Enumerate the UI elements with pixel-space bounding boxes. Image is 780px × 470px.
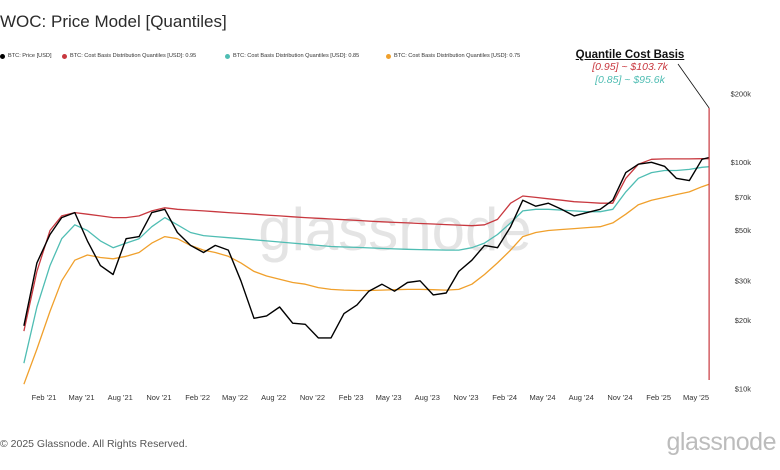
x-tick-label: Feb '23 <box>339 393 364 402</box>
x-tick-label: Nov '23 <box>453 393 478 402</box>
annotation-title: Quantile Cost Basis <box>575 49 685 61</box>
legend-item-q75[interactable]: BTC: Cost Basis Distribution Quantiles [… <box>386 53 520 59</box>
x-tick-label: May '25 <box>683 393 709 402</box>
x-tick-label: May '24 <box>530 393 556 402</box>
y-tick-label: $70k <box>735 193 752 202</box>
legend-swatch-price <box>0 53 5 59</box>
legend-item-q95[interactable]: BTC: Cost Basis Distribution Quantiles [… <box>62 53 196 59</box>
annotation-marker <box>677 63 710 380</box>
chart-watermark: glassnode <box>258 196 532 263</box>
y-tick-label: $200k <box>731 90 752 99</box>
legend-swatch-q95 <box>62 53 67 59</box>
copyright: © 2025 Glassnode. All Rights Reserved. <box>0 438 188 450</box>
series-layer <box>23 156 710 385</box>
legend-item-price[interactable]: BTC: Price [USD] <box>0 53 52 59</box>
y-axis: $200k $100k $70k $50k $30k $20k $10k <box>731 90 752 394</box>
legend-label-q85: BTC: Cost Basis Distribution Quantiles [… <box>233 53 360 59</box>
y-tick-label: $20k <box>735 316 752 325</box>
legend: BTC: Price [USD] BTC: Cost Basis Distrib… <box>0 53 560 65</box>
chart-title: WOC: Price Model [Quantiles] <box>0 12 227 31</box>
x-tick-label: Nov '24 <box>607 393 632 402</box>
annotation-leader-line <box>677 63 710 109</box>
legend-swatch-q75 <box>386 53 391 59</box>
x-tick-label: Aug '22 <box>261 393 286 402</box>
y-tick-label: $50k <box>735 226 752 235</box>
series-line-q95 <box>23 158 710 332</box>
legend-label-q75: BTC: Cost Basis Distribution Quantiles [… <box>394 53 521 59</box>
x-tick-label: May '22 <box>222 393 248 402</box>
legend-swatch-q85 <box>225 53 230 59</box>
quantile-annotation: Quantile Cost Basis [0.95] ~ $103.7k [0.… <box>560 49 700 87</box>
x-tick-label: Feb '24 <box>492 393 517 402</box>
legend-label-q95: BTC: Cost Basis Distribution Quantiles [… <box>70 53 197 59</box>
legend-label-price: BTC: Price [USD] <box>8 53 52 59</box>
x-tick-label: Aug '24 <box>569 393 594 402</box>
x-tick-label: Nov '22 <box>300 393 325 402</box>
y-tick-label: $100k <box>731 158 752 167</box>
x-tick-label: May '23 <box>376 393 402 402</box>
x-tick-label: Aug '23 <box>415 393 440 402</box>
x-tick-label: Aug '21 <box>108 393 133 402</box>
annotation-q95: [0.95] ~ $103.7k <box>592 61 668 73</box>
y-tick-label: $10k <box>735 385 752 394</box>
x-axis: Feb '21 May '21 Aug '21 Nov '21 Feb '22 May '… <box>32 393 709 402</box>
x-tick-label: Feb '22 <box>185 393 210 402</box>
series-line-price <box>23 156 710 339</box>
x-tick-label: Feb '25 <box>646 393 671 402</box>
x-tick-label: May '21 <box>69 393 95 402</box>
x-tick-label: Feb '21 <box>32 393 57 402</box>
x-tick-label: Nov '21 <box>146 393 171 402</box>
series-line-q85 <box>23 166 710 364</box>
y-tick-label: $30k <box>735 276 752 285</box>
legend-item-q85[interactable]: BTC: Cost Basis Distribution Quantiles [… <box>225 53 359 59</box>
annotation-q85: [0.85] ~ $95.6k <box>595 74 665 86</box>
brand-logo: glassnode <box>666 428 777 456</box>
